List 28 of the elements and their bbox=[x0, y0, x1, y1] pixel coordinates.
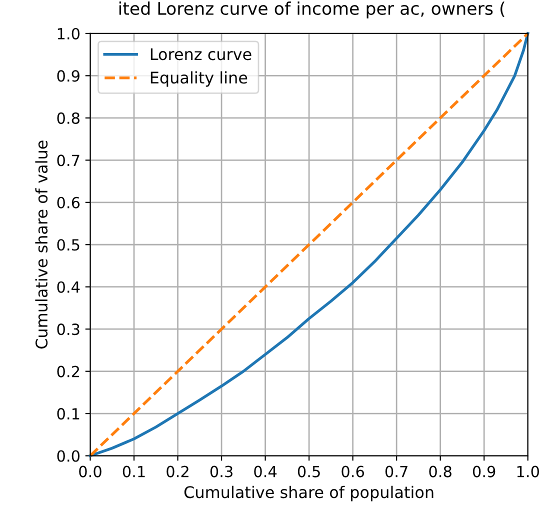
x-tick-label: 0.9 bbox=[472, 466, 496, 478]
x-tick-label: 1.0 bbox=[517, 466, 539, 478]
x-axis-title: Cumulative share of population bbox=[184, 486, 434, 502]
legend-label: Equality line bbox=[150, 71, 248, 87]
y-tick-label: 0.9 bbox=[57, 70, 80, 82]
y-tick-label: 0.5 bbox=[57, 239, 80, 251]
x-tick-label: 0.7 bbox=[385, 466, 408, 478]
x-tick-label: 0.6 bbox=[342, 466, 364, 478]
x-tick-label: 0.0 bbox=[79, 466, 102, 478]
y-tick-label: 1.0 bbox=[58, 28, 80, 40]
y-tick-label: 0.2 bbox=[57, 366, 80, 378]
legend-label: Lorenz curve bbox=[150, 48, 252, 60]
x-tick-label: 0.1 bbox=[122, 466, 145, 478]
y-tick-label: 0.6 bbox=[57, 196, 80, 208]
y-tick-label: 0.3 bbox=[57, 324, 80, 336]
y-tick-label: 0.0 bbox=[57, 450, 80, 462]
y-tick-label: 0.1 bbox=[57, 408, 80, 420]
line-series bbox=[88, 32, 530, 458]
y-tick-label: 0.7 bbox=[57, 154, 80, 166]
x-tick-label: 0.8 bbox=[429, 466, 452, 478]
y-axis-title: Cumulative share of value bbox=[35, 140, 48, 349]
y-tick-label: 0.8 bbox=[57, 112, 80, 124]
x-tick-label: 0.4 bbox=[254, 466, 277, 478]
x-tick-label: 0.5 bbox=[298, 466, 320, 478]
x-tick-label: 0.2 bbox=[166, 466, 188, 478]
y-tick-label: 0.4 bbox=[57, 281, 80, 293]
x-tick-label: 0.3 bbox=[210, 466, 232, 478]
chart-title: ited Lorenz curve of income per ac, owners ( bbox=[119, 2, 504, 18]
